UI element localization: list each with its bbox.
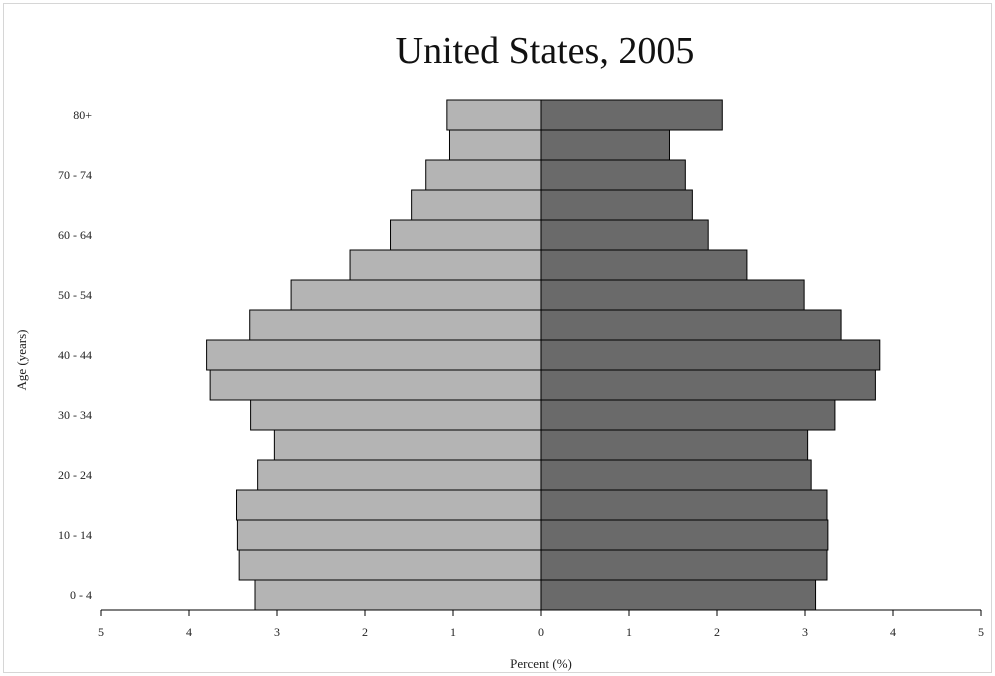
y-tick-label: 60 - 64 — [58, 228, 92, 242]
x-tick-label: 4 — [186, 625, 192, 639]
bar-left-3 — [236, 489, 542, 521]
x-tick-label: 2 — [362, 625, 368, 639]
bar-right-1 — [540, 549, 828, 581]
bar-right-3 — [540, 489, 828, 521]
bar-right-13 — [540, 189, 693, 221]
bar-left-5 — [273, 429, 542, 461]
bar-left-11 — [349, 249, 542, 281]
bar-left-13 — [411, 189, 542, 221]
bar-right-9 — [540, 309, 842, 341]
bar-left-7 — [209, 369, 542, 401]
bar-left-6 — [250, 399, 542, 431]
bar-left-2 — [236, 519, 542, 551]
bar-right-4 — [540, 459, 812, 491]
y-tick-label: 40 - 44 — [58, 348, 92, 362]
bar-right-15 — [540, 129, 670, 161]
bar-right-2 — [540, 519, 829, 551]
y-tick-label: 70 - 74 — [58, 168, 92, 182]
x-tick-label: 4 — [890, 625, 896, 639]
bar-right-6 — [540, 399, 836, 431]
y-tick-label: 80+ — [73, 108, 92, 122]
x-tick-label: 3 — [802, 625, 808, 639]
bar-right-12 — [540, 219, 709, 251]
chart-title: United States, 2005 — [396, 30, 695, 72]
x-tick-label: 1 — [450, 625, 456, 639]
bar-left-10 — [290, 279, 542, 311]
bar-left-15 — [448, 129, 542, 161]
bar-left-4 — [257, 459, 542, 491]
x-tick-label: 3 — [274, 625, 280, 639]
bar-left-8 — [206, 339, 542, 371]
bar-right-8 — [540, 339, 881, 371]
bar-right-14 — [540, 159, 686, 191]
bar-right-7 — [540, 369, 876, 401]
bar-right-11 — [540, 249, 748, 281]
x-tick-label: 2 — [714, 625, 720, 639]
bar-left-9 — [249, 309, 542, 341]
bar-right-16 — [540, 99, 723, 131]
bar-left-14 — [425, 159, 542, 191]
x-tick-label: 5 — [98, 625, 104, 639]
bar-left-12 — [390, 219, 542, 251]
y-tick-label: 20 - 24 — [58, 468, 92, 482]
bar-right-10 — [540, 279, 805, 311]
axes-group: 0 - 4 10 - 14 20 - 24 30 - 34 40 - 44 50 - 54… — [58, 108, 984, 639]
y-tick-label: 30 - 34 — [58, 408, 92, 422]
x-tick-label: 5 — [978, 625, 984, 639]
bar-left-16 — [446, 99, 542, 131]
bar-left-1 — [238, 549, 542, 581]
bar-left-0 — [254, 579, 542, 611]
bar-right-5 — [540, 429, 809, 461]
x-tick-label: 0 — [538, 625, 544, 639]
y-tick-label: 10 - 14 — [58, 528, 92, 542]
x-tick-label: 1 — [626, 625, 632, 639]
x-axis-label: Percent (%) — [510, 656, 572, 671]
y-axis-label: Age (years) — [14, 330, 29, 391]
bars-group — [206, 99, 881, 611]
y-tick-label: 50 - 54 — [58, 288, 92, 302]
bar-right-0 — [540, 579, 817, 611]
y-tick-label: 0 - 4 — [70, 588, 92, 602]
